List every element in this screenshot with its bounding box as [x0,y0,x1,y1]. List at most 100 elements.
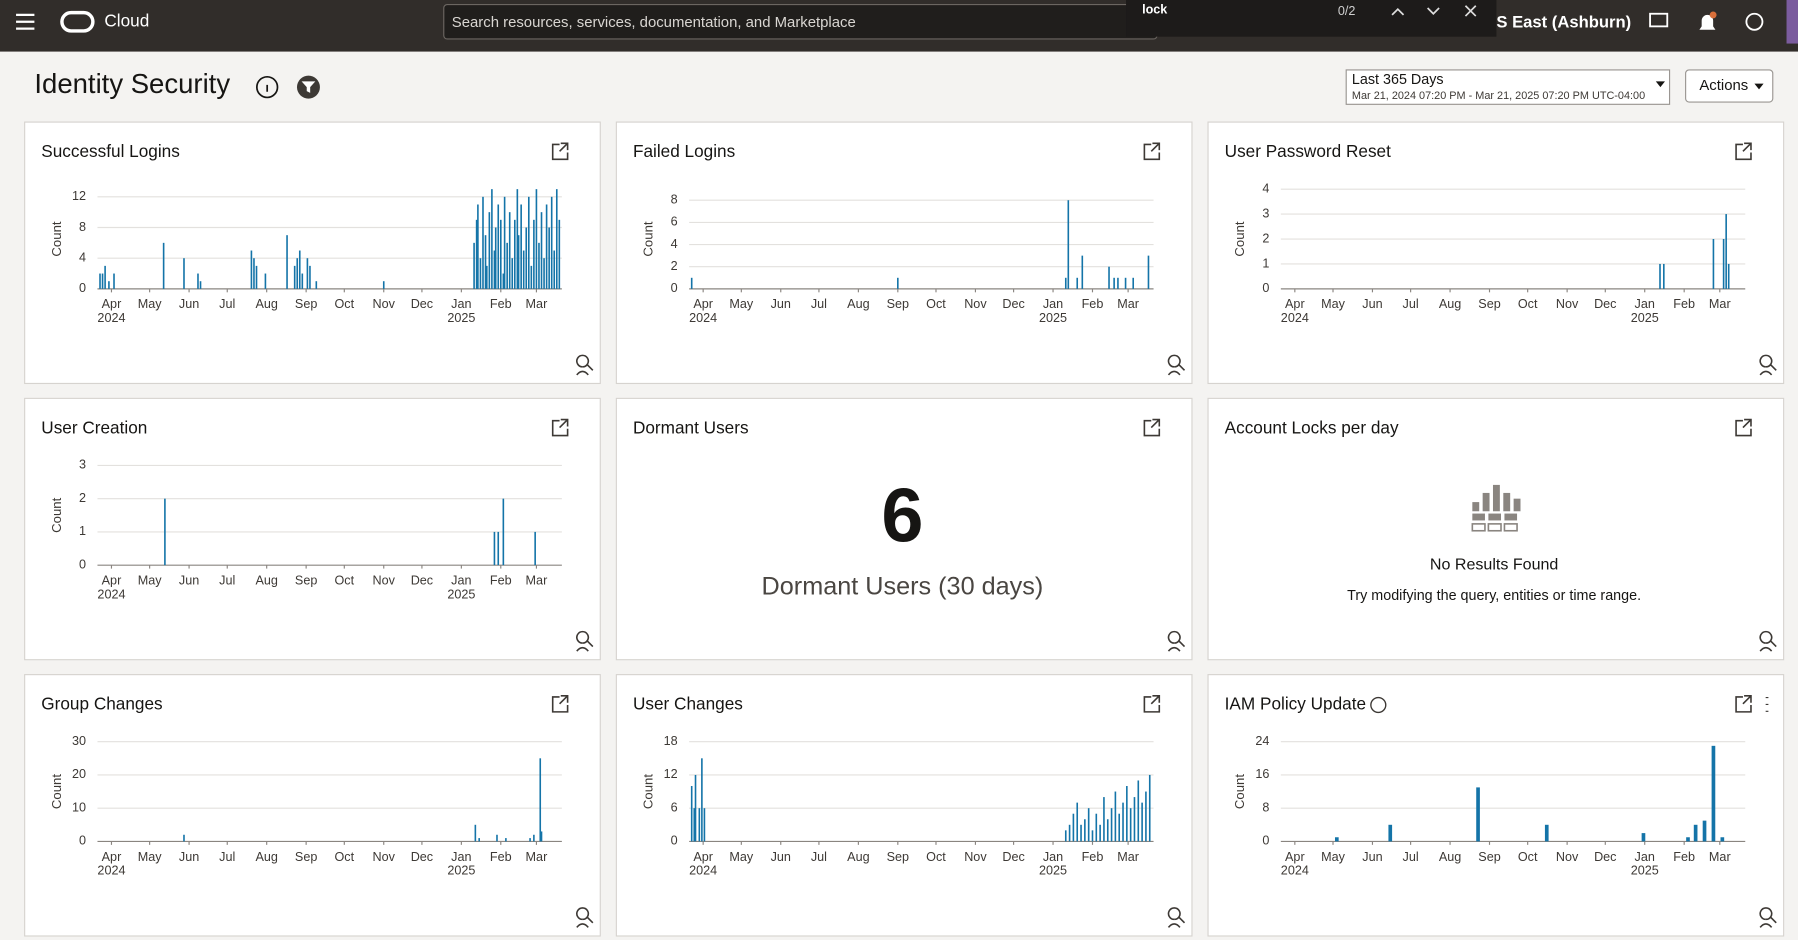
bar [286,235,288,289]
explore-icon[interactable] [1759,354,1777,376]
cloud-shell-icon[interactable] [1649,12,1669,28]
bar [1067,200,1070,289]
widget-title: User Password Reset [1225,141,1391,161]
find-close[interactable] [1464,5,1477,17]
x-tick-label: Jun [179,297,199,311]
empty-chart-icon-bar [1503,492,1511,512]
y-tick-label: 2 [1262,231,1269,245]
x-tick-label: Nov [373,574,396,588]
open-icon[interactable] [1735,695,1752,713]
explore-icon[interactable] [1167,354,1186,376]
notifications-icon[interactable] [1699,14,1716,30]
widget-graphics: Group Changes 0 10 20 30 Count Apr May Jun Jul Aug… [41,694,594,928]
bar [522,250,525,289]
widget-card: Dormant Users 6 Dormant Users (30 days) [615,397,1193,661]
top-bar-graphics: Cloud Search resources, services, docume… [16,0,1798,44]
x-tick-label: Jan [1635,850,1655,864]
bar [897,277,899,289]
bar [1727,263,1730,289]
find-query[interactable]: lock [1142,3,1168,17]
help-icon[interactable] [1745,12,1764,31]
explore-icon[interactable] [1167,907,1186,928]
bar [1118,813,1121,842]
actions-button[interactable] [1685,69,1774,103]
bar [108,281,110,289]
x-tick-label: Jul [811,297,827,311]
x-tick-label: May [729,850,754,864]
brand[interactable]: Cloud [104,10,149,30]
bar [309,265,311,289]
open-icon[interactable] [1143,142,1161,161]
x-tick-label: Apr [102,574,122,588]
profile-tab[interactable] [1786,0,1798,44]
find-next[interactable] [1427,7,1440,15]
info-icon[interactable] [255,75,279,99]
bar [1106,819,1109,842]
bar [508,212,511,289]
find-count: 0/2 [1338,4,1356,18]
x-year-label: 2024 [97,864,125,878]
logo[interactable] [60,10,95,33]
bar [1064,830,1067,842]
x-tick-label: May [1321,297,1346,311]
x-tick-label: Nov [373,850,396,864]
bar [1081,255,1084,289]
open-icon[interactable] [551,695,569,713]
x-tick-label: Jan [1635,297,1655,311]
open-icon[interactable] [1143,418,1161,437]
x-tick-label: Feb [490,850,512,864]
bar [517,235,520,289]
bar [539,758,542,842]
y-tick-label: 3 [1262,206,1269,220]
bar [264,273,267,289]
explore-icon[interactable] [576,907,594,928]
y-tick-label: 0 [1262,834,1269,848]
explore-icon[interactable] [1759,630,1777,652]
open-icon[interactable] [1735,142,1752,161]
explore-icon[interactable] [1167,630,1186,652]
open-icon[interactable] [1143,695,1161,713]
bar [555,189,558,289]
x-tick-label: Sep [295,297,317,311]
widget-title: Group Changes [41,694,162,714]
explore-icon[interactable] [576,630,594,652]
widget-card: IAM Policy Update 0 8 16 24 Count Apr May Jun Jul… [1207,674,1785,937]
y-tick-label: 0 [79,557,86,571]
open-icon[interactable] [1735,418,1752,437]
bar [1084,819,1086,842]
bar [477,204,479,289]
y-tick-label: 4 [1262,181,1269,195]
region[interactable]: S East (Ashburn) [1496,12,1631,31]
bar [473,242,475,289]
info-icon[interactable] [1370,696,1387,714]
explore-icon[interactable] [576,354,594,376]
explore-icon[interactable] [1759,907,1777,928]
x-tick-label: Aug [847,297,869,311]
bar [162,242,165,289]
x-tick-label: Jan [451,574,471,588]
bar [1725,214,1727,289]
y-tick-label: 12 [72,189,86,203]
bar [538,242,540,289]
x-tick-label: Mar [526,297,548,311]
x-tick-label: Dec [411,574,433,588]
y-axis-label: Count [49,774,64,809]
date-range-select[interactable] [1345,69,1671,105]
x-year-label: 2024 [1281,864,1309,878]
open-icon[interactable] [551,418,569,437]
empty-chart-icon-cell [1471,523,1486,532]
widget-card: Account Locks per day No Results Found Try… [1207,397,1785,661]
bar [1113,277,1115,289]
bar [1095,813,1098,842]
open-icon[interactable] [551,142,569,161]
x-tick-label: Jul [219,850,235,864]
bar [499,219,502,289]
widget-graphics: User Password Reset 0 1 2 3 4 Count Apr May Jun Ju… [1225,141,1777,376]
menu-button[interactable] [16,13,35,30]
x-tick-label: Apr [693,297,713,311]
find-prev[interactable] [1391,7,1405,16]
x-tick-label: Sep [295,574,317,588]
date-range: Last 365 Days [1352,72,1444,88]
bar [558,219,561,289]
